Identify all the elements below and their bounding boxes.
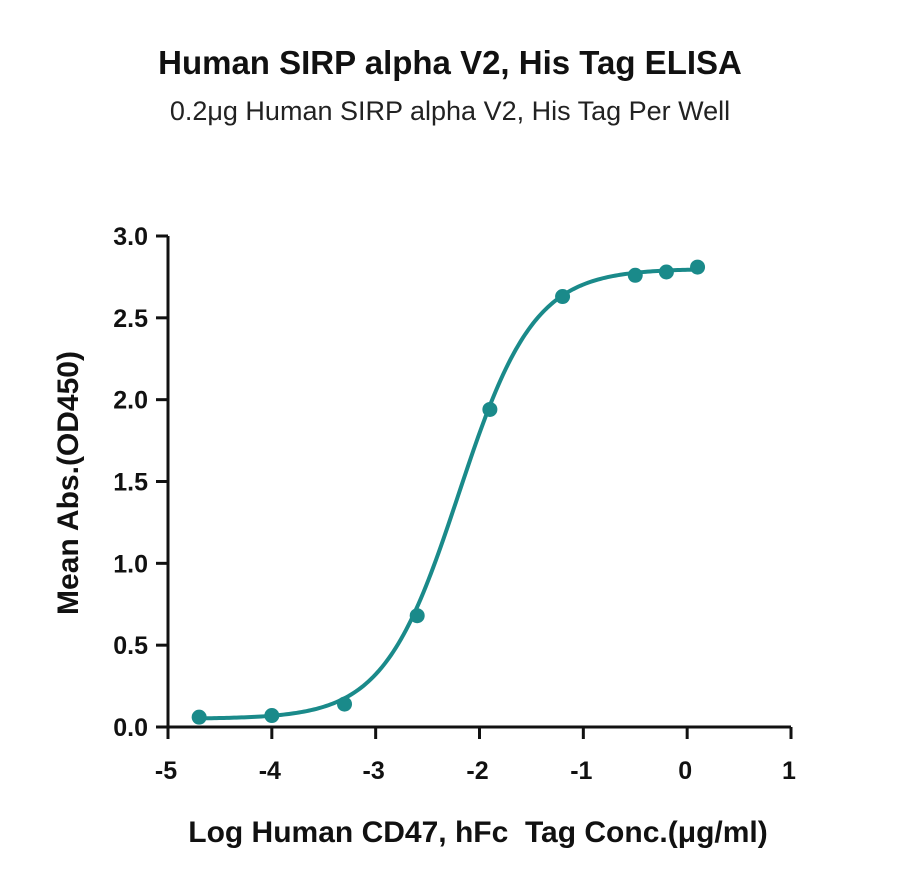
chart-subtitle: 0.2μg Human SIRP alpha V2, His Tag Per W… bbox=[169, 96, 731, 126]
chart-title: Human SIRP alpha V2, His Tag ELISA bbox=[158, 44, 742, 81]
fit-curve bbox=[199, 267, 698, 721]
data-points bbox=[191, 259, 706, 725]
data-point bbox=[627, 267, 643, 283]
y-tick-label: 0.0 bbox=[113, 714, 148, 742]
data-point bbox=[658, 264, 674, 280]
y-ticks: 0.0 0.5 1.0 1.5 2.0 2.5 3.0 bbox=[113, 223, 168, 742]
x-tick-label: -1 bbox=[570, 757, 592, 785]
data-point bbox=[337, 696, 353, 712]
x-tick-label: 1 bbox=[782, 757, 796, 785]
x-tick-label: -4 bbox=[259, 757, 281, 785]
data-point bbox=[482, 401, 498, 417]
x-axis-label: Log Human CD47, hFc Tag Conc.(μg/ml) bbox=[188, 816, 767, 849]
y-tick-label: 1.5 bbox=[113, 469, 148, 497]
data-point bbox=[264, 708, 280, 724]
y-tick-label: 2.0 bbox=[113, 387, 148, 415]
data-point bbox=[191, 709, 207, 725]
x-tick-label: -3 bbox=[363, 757, 385, 785]
y-tick-label: 0.5 bbox=[113, 632, 148, 660]
y-tick-label: 1.0 bbox=[113, 550, 148, 578]
x-tick-label: 0 bbox=[678, 757, 692, 785]
axes bbox=[166, 236, 791, 729]
y-axis-label: Mean Abs.(OD450) bbox=[52, 351, 85, 615]
x-tick-label: -5 bbox=[155, 757, 177, 785]
data-point bbox=[690, 259, 706, 275]
x-ticks: -5 -4 -3 -2 -1 0 1 bbox=[155, 727, 796, 785]
data-point bbox=[409, 608, 425, 624]
x-tick-label: -2 bbox=[466, 757, 488, 785]
y-tick-label: 2.5 bbox=[113, 305, 148, 333]
y-tick-label: 3.0 bbox=[113, 223, 148, 251]
data-point bbox=[555, 289, 571, 305]
